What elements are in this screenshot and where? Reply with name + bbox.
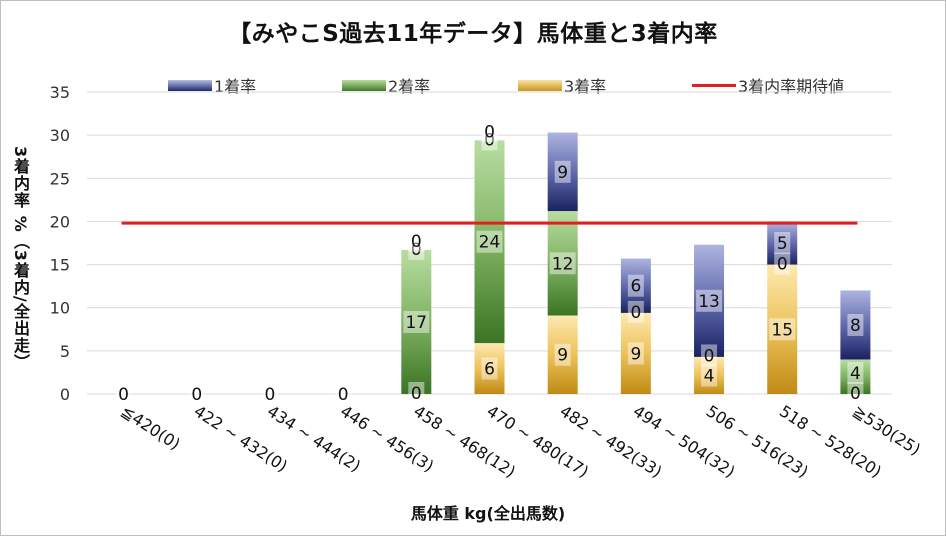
data-label-3-10: 0 (850, 384, 861, 404)
bar-1-10 (840, 290, 871, 360)
data-label-1-3: 0 (338, 385, 349, 405)
data-label-1-0-bg (115, 383, 132, 405)
bar-2-6 (547, 211, 578, 316)
legend-swatch-2 (342, 79, 386, 91)
data-label-3-9-bg (769, 318, 796, 341)
data-label-1-9-bg (774, 232, 791, 254)
data-label-1-4: 0 (411, 240, 422, 260)
bar-1-8 (694, 244, 725, 357)
data-label-3-7-bg (627, 342, 644, 365)
bar-2-10 (840, 359, 871, 394)
bar-1-7 (620, 258, 651, 313)
data-label-2-8-bg (701, 344, 718, 367)
data-label-1-3-bg (335, 383, 352, 405)
bar-3-8 (694, 356, 725, 394)
data-label-2-4-bg (403, 310, 430, 333)
data-label-3-8-bg (701, 364, 718, 387)
data-label-3-5: 6 (484, 360, 495, 380)
data-label-2-5-bg (476, 230, 503, 253)
data-label-1-7: 6 (630, 277, 641, 297)
chart-title: 【みやこS過去11年データ】馬体重と3着内率 (228, 21, 718, 47)
bar-1-9 (767, 221, 798, 265)
data-label-top-5-bg (481, 120, 498, 143)
legend-line-expected (692, 83, 736, 87)
data-label-2-4: 17 (405, 313, 427, 333)
data-label-1-2-bg (261, 383, 278, 405)
x-axis-label: 馬体重 kg(全出馬数) (410, 504, 566, 523)
data-label-1-4-bg (408, 237, 425, 260)
data-label-1-0: 0 (118, 385, 129, 405)
y-tick-label: 35 (50, 83, 70, 102)
data-label-2-9: 0 (777, 255, 788, 275)
data-label-1-1-bg (188, 383, 205, 405)
data-label-2-5: 24 (479, 233, 501, 253)
data-label-2-7: 0 (630, 303, 641, 323)
legend-swatch-1 (168, 79, 212, 91)
y-axis-label: 3着内率 %（3着内/全出走） (11, 146, 30, 371)
data-label-2-9-bg (774, 252, 791, 275)
data-label-1-10: 8 (850, 316, 861, 336)
legend-item-series-1: 1着率 (168, 73, 256, 97)
data-label-1-2: 0 (265, 385, 276, 405)
bar-3-6 (547, 315, 578, 394)
data-label-1-9: 5 (777, 234, 788, 254)
y-tick-label: 0 (60, 385, 70, 404)
data-label-1-7-bg (627, 274, 644, 297)
legend-label-1: 1着率 (214, 77, 257, 96)
bar-2-4 (401, 249, 432, 394)
bar-1-6 (547, 132, 578, 212)
y-tick-label: 10 (50, 299, 70, 318)
data-label-3-4-bg (408, 382, 425, 404)
data-label-3-5-bg (481, 357, 498, 380)
data-label-1-10-bg (847, 313, 864, 336)
data-label-top-4-bg (408, 229, 425, 252)
bar-3-5 (474, 343, 505, 394)
legend-label-expected: 3着内率期待値 (738, 77, 845, 96)
data-label-2-7-bg (627, 300, 644, 323)
legend-item-expected: 3着内率期待値 (692, 73, 844, 97)
data-label-3-10-bg (847, 382, 864, 404)
data-label-1-5-bg (481, 128, 498, 151)
data-label-1-5: 0 (484, 130, 495, 150)
data-label-3-8: 4 (704, 366, 715, 386)
legend-swatch-3 (518, 79, 562, 91)
data-label-2-6: 12 (552, 254, 574, 274)
data-label-3-6: 9 (557, 346, 568, 366)
data-label-2-10: 4 (850, 364, 861, 384)
data-label-top-5: 0 (484, 122, 495, 142)
x-tick-label: ≦420(0) (117, 401, 183, 453)
data-label-1-1: 0 (191, 385, 202, 405)
data-label-2-8: 0 (704, 346, 715, 366)
y-tick-label: 25 (50, 169, 70, 188)
data-label-1-8-bg (696, 289, 723, 312)
data-label-2-10-bg (847, 362, 864, 384)
bar-2-5 (474, 140, 505, 344)
data-label-3-7: 9 (630, 344, 641, 364)
data-label-3-6-bg (554, 343, 571, 366)
y-tick-label: 15 (50, 256, 70, 275)
y-tick-label: 30 (50, 126, 70, 145)
data-label-top-4: 0 (411, 232, 422, 252)
data-label-1-6-bg (554, 160, 571, 183)
legend-label-3: 3着率 (564, 77, 607, 96)
data-label-1-6: 9 (557, 163, 568, 183)
legend-item-series-3: 3着率 (518, 73, 606, 97)
y-tick-label: 20 (50, 212, 70, 231)
data-label-3-4: 0 (411, 384, 422, 404)
data-label-2-6-bg (549, 252, 576, 275)
bar-3-9 (767, 264, 798, 394)
legend-label-2: 2着率 (388, 77, 431, 96)
y-tick-label: 5 (60, 342, 70, 361)
legend-item-series-2: 2着率 (342, 73, 430, 97)
data-label-3-9: 15 (771, 320, 793, 340)
data-label-1-8: 13 (698, 292, 720, 312)
bar-3-7 (620, 312, 651, 394)
